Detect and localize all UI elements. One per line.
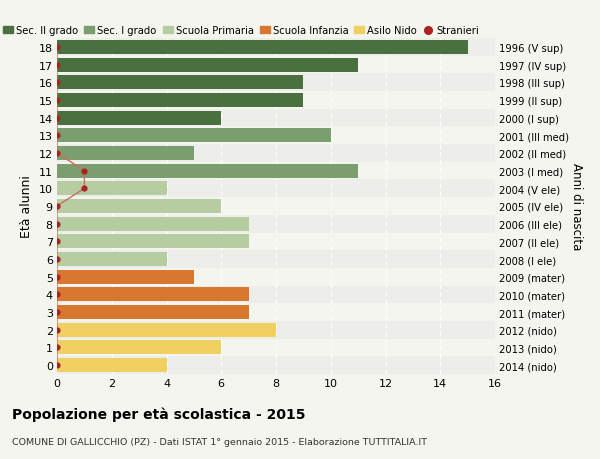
Bar — [57, 357, 495, 374]
Bar — [57, 270, 194, 284]
Text: Popolazione per età scolastica - 2015: Popolazione per età scolastica - 2015 — [12, 406, 305, 421]
Bar — [57, 233, 495, 251]
Bar — [57, 339, 495, 357]
Bar — [57, 76, 304, 90]
Bar — [57, 145, 495, 162]
Y-axis label: Età alunni: Età alunni — [20, 175, 33, 238]
Bar — [57, 198, 495, 215]
Bar — [57, 252, 167, 266]
Bar — [57, 180, 495, 198]
Bar — [57, 286, 495, 303]
Bar — [57, 215, 495, 233]
Bar — [57, 341, 221, 354]
Bar — [57, 112, 221, 125]
Bar — [57, 94, 304, 107]
Bar — [57, 41, 467, 55]
Bar — [57, 162, 495, 180]
Bar — [57, 129, 331, 143]
Bar — [57, 182, 167, 196]
Bar — [57, 217, 248, 231]
Bar — [57, 268, 495, 286]
Bar — [57, 147, 194, 161]
Bar — [57, 110, 495, 127]
Bar — [57, 358, 167, 372]
Bar — [57, 127, 495, 145]
Legend: Sec. II grado, Sec. I grado, Scuola Primaria, Scuola Infanzia, Asilo Nido, Stran: Sec. II grado, Sec. I grado, Scuola Prim… — [0, 22, 483, 40]
Bar — [57, 74, 495, 92]
Bar — [57, 92, 495, 110]
Bar — [57, 56, 495, 74]
Bar — [57, 39, 495, 56]
Bar — [57, 235, 248, 249]
Bar — [57, 164, 358, 178]
Bar — [57, 200, 221, 213]
Text: COMUNE DI GALLICCHIO (PZ) - Dati ISTAT 1° gennaio 2015 - Elaborazione TUTTITALIA: COMUNE DI GALLICCHIO (PZ) - Dati ISTAT 1… — [12, 437, 427, 446]
Y-axis label: Anni di nascita: Anni di nascita — [570, 163, 583, 250]
Bar — [57, 288, 248, 302]
Bar — [57, 306, 248, 319]
Bar — [57, 303, 495, 321]
Bar — [57, 323, 276, 337]
Bar — [57, 251, 495, 268]
Bar — [57, 321, 495, 339]
Bar — [57, 59, 358, 73]
